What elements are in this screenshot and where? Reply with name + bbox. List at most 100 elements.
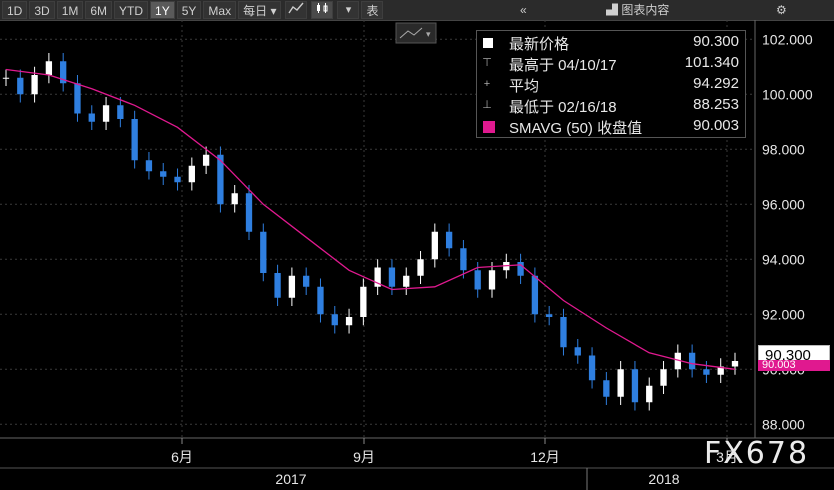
candle-body [360, 286, 367, 317]
legend-label: 最新价格 [509, 36, 570, 53]
sma-line [5, 68, 736, 370]
legend-row-high: ⊤ 最高于 04/10/17 101.340 [477, 53, 745, 74]
candle-body [88, 113, 95, 122]
range-button-1d[interactable]: 1D [2, 1, 28, 19]
candle-body [517, 262, 524, 276]
bar-chart-icon: ▟ [606, 3, 619, 17]
candlestick-icon[interactable] [311, 1, 334, 19]
candle-body [188, 165, 195, 183]
candle-body [688, 352, 696, 370]
period-select-value: 每日 [243, 4, 268, 18]
y-tick-labels: 88.00090.00092.00094.00096.00098.000100.… [762, 31, 813, 432]
candle-body [703, 369, 710, 375]
candle-body [560, 317, 567, 348]
legend-box: 最新价格 90.300 ⊤ 最高于 04/10/17 101.340 + 平均 … [476, 30, 746, 138]
line-chart-icon [399, 27, 423, 39]
y-tick-label: 102.000 [762, 31, 813, 47]
average-marker-icon: + [483, 78, 491, 90]
range-button-3d[interactable]: 3D [29, 1, 55, 19]
chevron-down-icon: ▾ [270, 4, 277, 18]
candle-body [417, 259, 424, 276]
y-tick-label: 94.000 [762, 251, 805, 267]
candle-body [174, 176, 181, 183]
candle-body [331, 314, 338, 326]
y-tick-label: 88.000 [762, 416, 805, 432]
candle-body [388, 267, 396, 287]
y-tick-label: 98.000 [762, 141, 805, 157]
legend-value: 90.300 [693, 33, 739, 50]
line-chart-icon[interactable] [285, 1, 308, 19]
collapse-left-icon[interactable]: « [520, 3, 527, 17]
chevron-down-icon: ▾ [426, 29, 431, 39]
x-tick-labels: 6月 9月 12月 3月 2017 2018 [0, 438, 834, 490]
x-tick-label: 12月 [530, 449, 560, 465]
candle-body [445, 231, 453, 249]
candle-body [145, 160, 153, 172]
candle-body [646, 385, 653, 403]
candle-body [546, 314, 553, 317]
candle-body [131, 119, 138, 161]
candle-body [303, 275, 310, 287]
y-tick-label: 100.000 [762, 86, 813, 102]
legend-value: 94.292 [693, 75, 739, 92]
gear-icon[interactable]: ⚙ [776, 3, 787, 17]
chart-type-dropdown: ▾ [395, 22, 437, 44]
range-button-1y[interactable]: 1Y [150, 1, 175, 19]
legend-row-low: ⊥ 最低于 02/16/18 88.253 [477, 95, 745, 116]
legend-row-sma: SMAVG (50) 收盘值 90.003 [477, 116, 745, 137]
legend-value: 88.253 [693, 96, 739, 113]
candle-body [631, 369, 639, 403]
candle-body [2, 77, 10, 79]
square-swatch-icon [483, 38, 493, 48]
candle-body [245, 193, 253, 232]
low-marker-icon: ⊥ [482, 99, 492, 111]
legend-value: 101.340 [684, 54, 739, 71]
candle-body [460, 248, 467, 271]
chart-area: 88.00090.00092.00094.00096.00098.000100.… [0, 20, 834, 490]
candle-layer [2, 53, 739, 411]
y-tick-label: 96.000 [762, 196, 805, 212]
year-label: 2018 [648, 471, 679, 487]
range-button-1m[interactable]: 1M [56, 1, 84, 19]
candle-body [317, 286, 324, 315]
candle-body [231, 193, 238, 205]
range-button-ytd[interactable]: YTD [114, 1, 149, 19]
candle-body [345, 317, 353, 326]
table-button[interactable]: 表 [361, 1, 384, 19]
candle-body [431, 231, 438, 260]
x-tick-label: 6月 [171, 449, 193, 465]
candle-body [588, 355, 596, 381]
candle-body [403, 275, 410, 287]
candle-body [731, 361, 739, 367]
chart-content-label: 图表内容 [621, 3, 670, 17]
sma-price-tag: 90.003 [758, 360, 830, 371]
candle-body [202, 154, 210, 166]
candle-body [531, 275, 539, 315]
candle-body [474, 270, 481, 290]
year-label: 2017 [275, 471, 306, 487]
legend-row-last: 最新价格 90.300 [477, 32, 745, 53]
chart-content-button[interactable]: ▟ 图表内容 [606, 0, 669, 20]
candle-body [17, 77, 24, 95]
candle-body [217, 154, 224, 205]
period-select[interactable]: 每日 ▾ [238, 1, 282, 19]
legend-value: 90.003 [693, 117, 739, 134]
candle-body [60, 61, 67, 84]
candle-body [274, 273, 281, 298]
chevron-down-icon[interactable]: ▾ [337, 1, 360, 19]
range-button-max[interactable]: Max [203, 1, 237, 19]
x-tick-label: 3月 [716, 449, 738, 465]
watermark: FX678 [704, 436, 810, 471]
candle-body [488, 270, 496, 290]
pink-swatch-icon [483, 121, 495, 133]
candle-body [260, 231, 267, 273]
candle-body [45, 61, 53, 75]
candle-body [574, 347, 581, 356]
legend-row-average: + 平均 94.292 [477, 74, 745, 95]
candle-body [603, 380, 610, 397]
range-button-6m[interactable]: 6M [85, 1, 113, 19]
candle-body [374, 267, 381, 287]
range-button-5y[interactable]: 5Y [176, 1, 202, 19]
candle-body [288, 275, 296, 298]
x-tick-label: 9月 [353, 449, 375, 465]
